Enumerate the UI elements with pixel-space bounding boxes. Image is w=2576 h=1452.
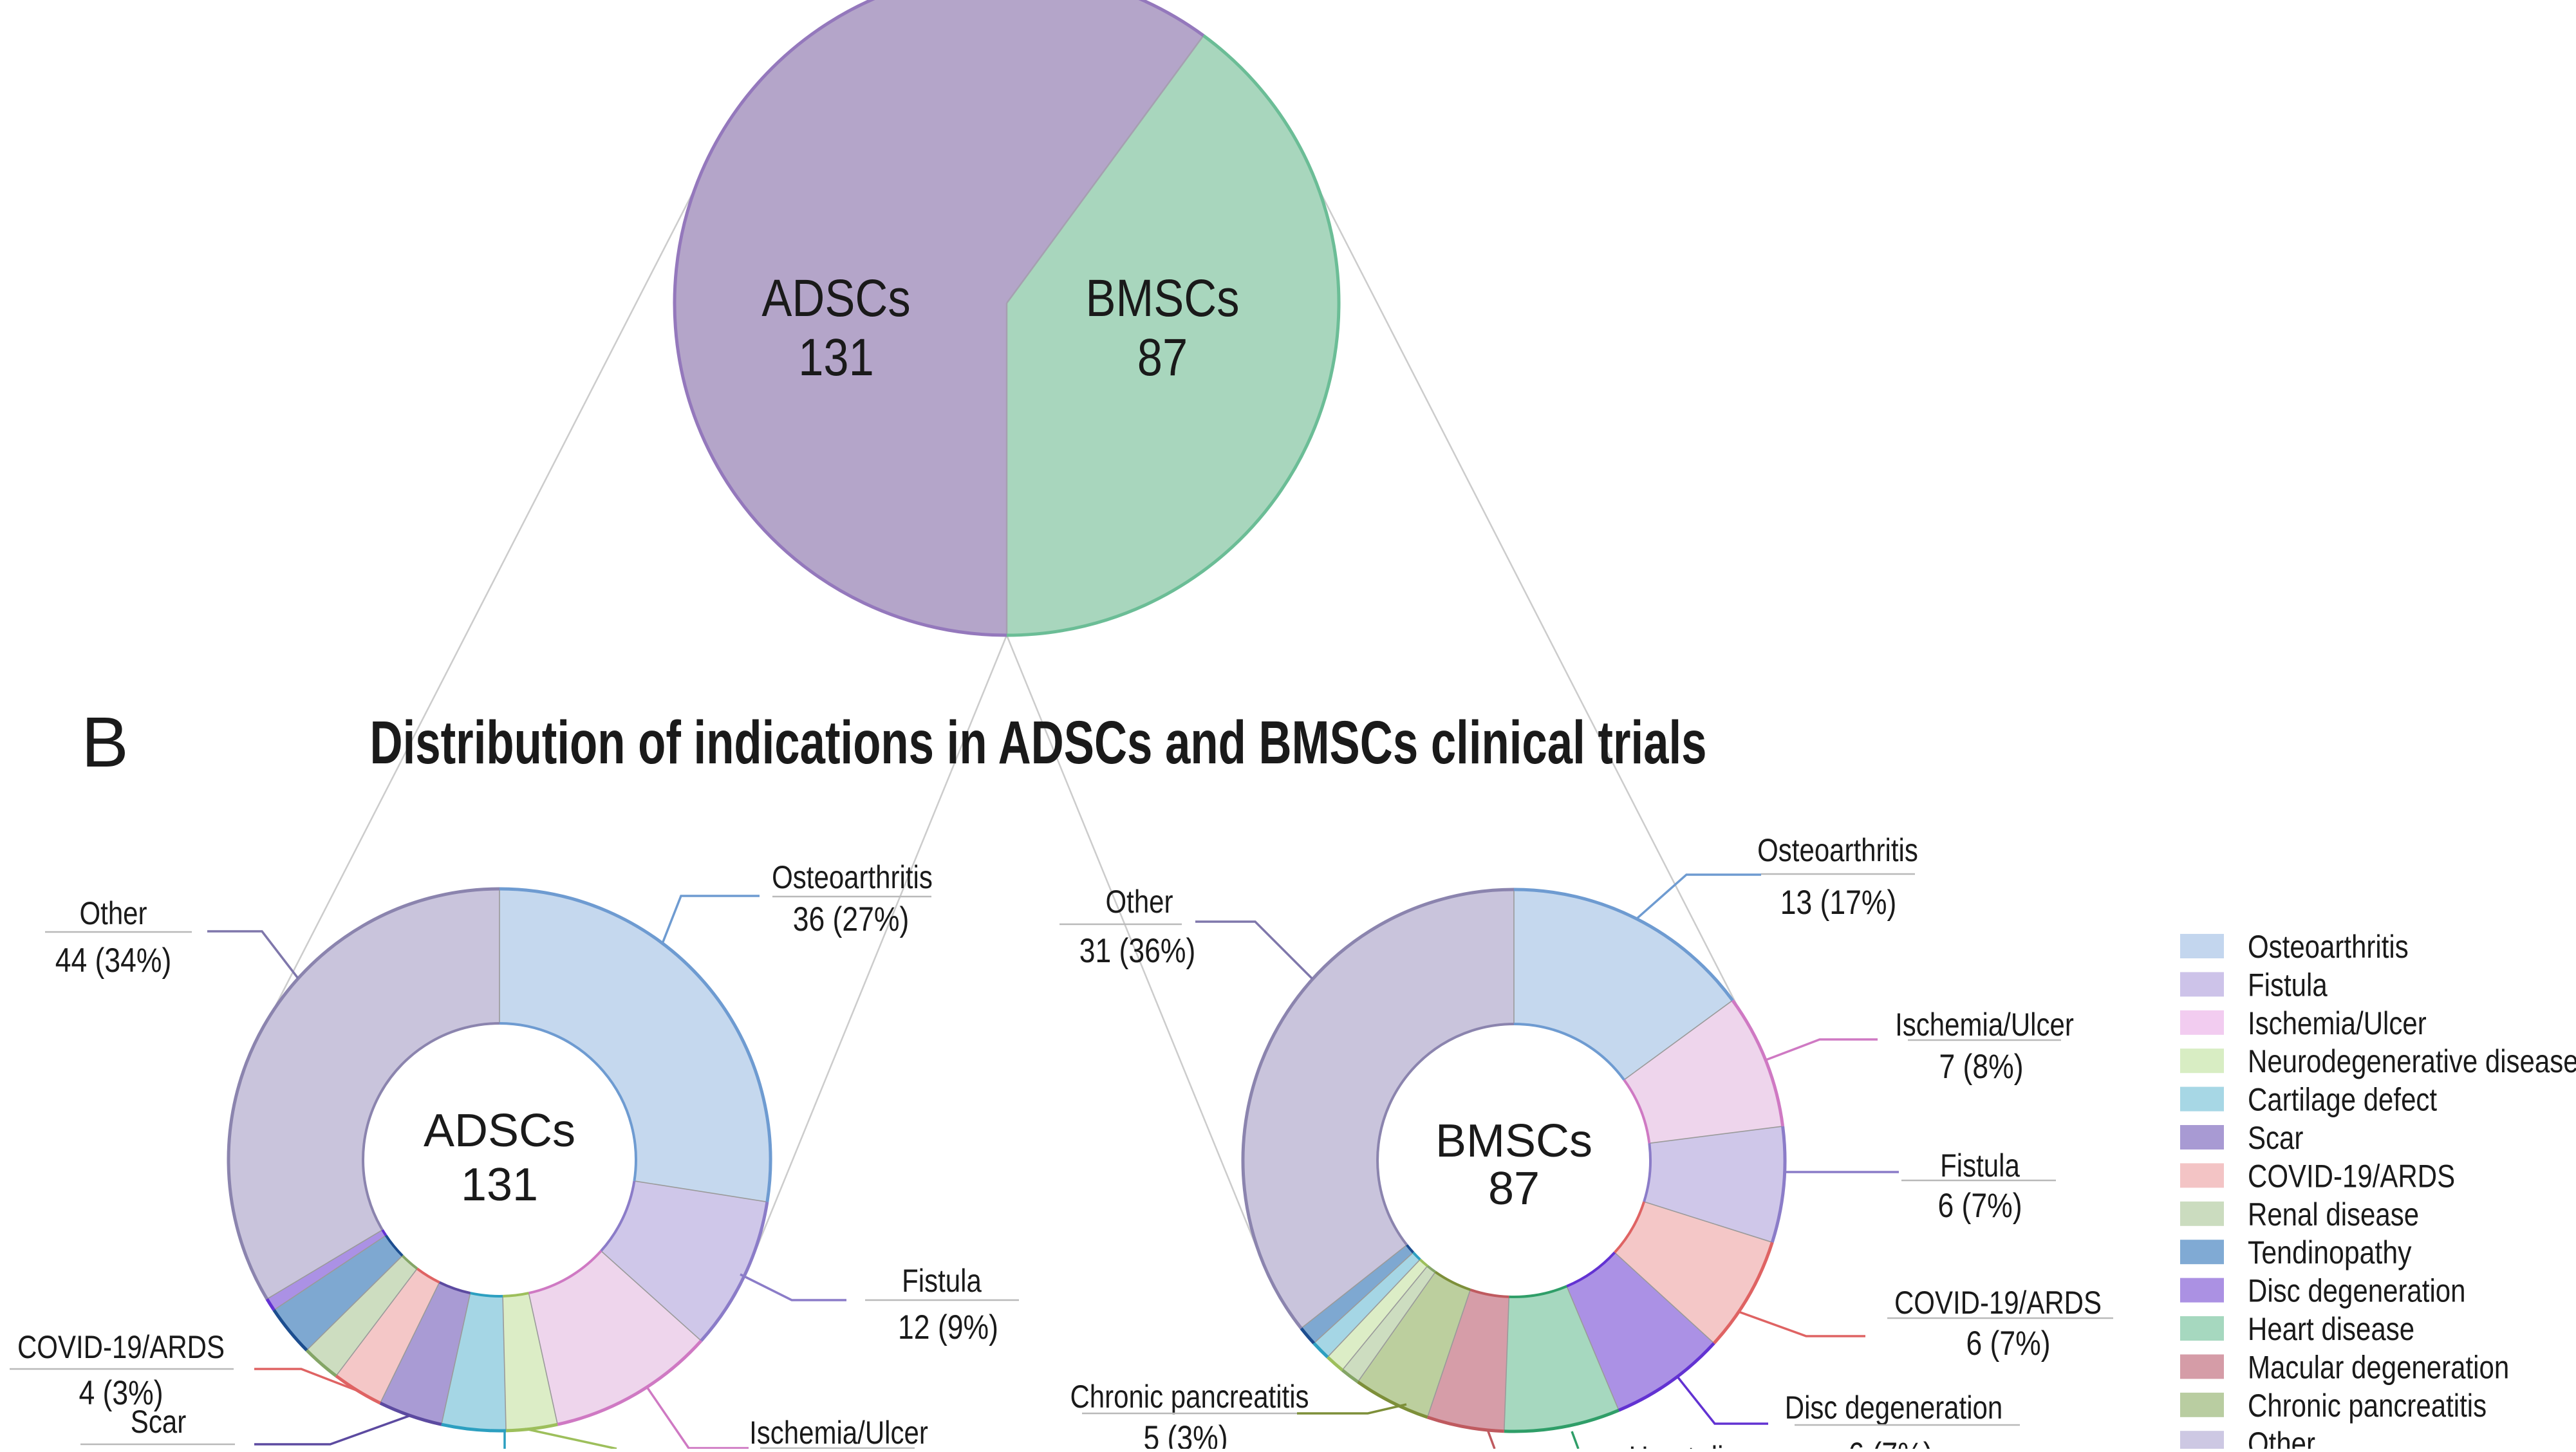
svg-text:Other: Other — [2248, 1426, 2315, 1449]
svg-text:36 (27%): 36 (27%) — [793, 900, 910, 938]
svg-text:31 (36%): 31 (36%) — [1079, 932, 1196, 970]
svg-text:Disc degeneration: Disc degeneration — [1785, 1390, 2003, 1426]
svg-text:COVID-19/ARDS: COVID-19/ARDS — [1894, 1285, 2102, 1321]
svg-text:Fistula: Fistula — [902, 1263, 982, 1299]
svg-text:44 (34%): 44 (34%) — [55, 942, 172, 980]
svg-text:4 (3%): 4 (3%) — [79, 1374, 163, 1412]
svg-text:87: 87 — [1488, 1163, 1540, 1215]
svg-text:Ischemia/Ulcer: Ischemia/Ulcer — [1895, 1007, 2074, 1043]
svg-text:87: 87 — [1137, 328, 1188, 387]
svg-text:Distribution of indications in: Distribution of indications in ADSCs and… — [370, 709, 1707, 777]
svg-text:6 (7%): 6 (7%) — [1966, 1325, 2050, 1363]
svg-text:ADSCs: ADSCs — [761, 269, 910, 328]
svg-text:Osteoarthritis: Osteoarthritis — [2248, 929, 2409, 965]
svg-text:Other: Other — [1106, 884, 1173, 920]
svg-text:Ischemia/Ulcer: Ischemia/Ulcer — [749, 1415, 928, 1449]
svg-text:6 (7%): 6 (7%) — [1937, 1187, 2022, 1225]
svg-text:Ischemia/Ulcer: Ischemia/Ulcer — [2248, 1005, 2427, 1041]
svg-text:Fistula: Fistula — [1940, 1148, 2020, 1184]
svg-text:Macular degeneration: Macular degeneration — [2248, 1349, 2509, 1385]
svg-text:Neurodegenerative disease: Neurodegenerative disease — [2248, 1043, 2576, 1079]
svg-text:Heart disease: Heart disease — [1629, 1440, 1795, 1449]
svg-text:13 (17%): 13 (17%) — [1780, 884, 1897, 922]
svg-text:Cartilage defect: Cartilage defect — [2248, 1082, 2437, 1118]
svg-text:6 (7%): 6 (7%) — [1848, 1436, 1932, 1449]
svg-text:131: 131 — [798, 328, 874, 387]
svg-text:Other: Other — [80, 895, 147, 931]
svg-text:B: B — [81, 703, 128, 782]
svg-text:5 (3%): 5 (3%) — [1143, 1419, 1227, 1449]
svg-text:Chronic pancreatitis: Chronic pancreatitis — [1070, 1379, 1309, 1415]
svg-text:Heart disease: Heart disease — [2248, 1311, 2414, 1347]
svg-text:BMSCs: BMSCs — [1435, 1115, 1592, 1167]
svg-text:Disc degeneration: Disc degeneration — [2248, 1273, 2466, 1309]
svg-text:7 (8%): 7 (8%) — [1939, 1048, 2023, 1086]
svg-text:12 (9%): 12 (9%) — [898, 1308, 998, 1346]
svg-text:COVID-19/ARDS: COVID-19/ARDS — [2248, 1158, 2455, 1194]
svg-text:COVID-19/ARDS: COVID-19/ARDS — [17, 1329, 225, 1365]
svg-text:Scar: Scar — [131, 1404, 186, 1440]
svg-text:Fistula: Fistula — [2248, 967, 2328, 1003]
svg-text:ADSCs: ADSCs — [424, 1105, 575, 1157]
svg-text:Osteoarthritis: Osteoarthritis — [1757, 832, 1918, 868]
svg-text:BMSCs: BMSCs — [1086, 269, 1240, 328]
svg-text:Chronic pancreatitis: Chronic pancreatitis — [2248, 1388, 2487, 1424]
svg-text:Renal disease: Renal disease — [2248, 1196, 2419, 1233]
svg-text:Osteoarthritis: Osteoarthritis — [772, 859, 933, 895]
svg-text:Scar: Scar — [2248, 1120, 2303, 1156]
svg-text:Tendinopathy: Tendinopathy — [2248, 1234, 2412, 1270]
svg-text:131: 131 — [461, 1159, 538, 1211]
